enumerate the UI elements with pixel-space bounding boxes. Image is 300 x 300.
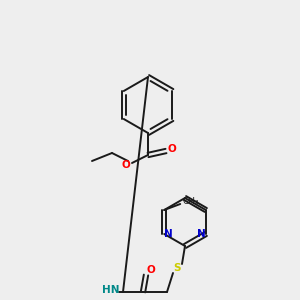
Text: N: N <box>197 229 206 239</box>
Text: O: O <box>122 160 130 170</box>
Text: O: O <box>168 144 176 154</box>
Text: CH₃: CH₃ <box>182 197 199 206</box>
Text: HN: HN <box>102 285 120 295</box>
Text: S: S <box>173 263 181 273</box>
Text: O: O <box>147 265 155 275</box>
Text: N: N <box>164 229 172 239</box>
